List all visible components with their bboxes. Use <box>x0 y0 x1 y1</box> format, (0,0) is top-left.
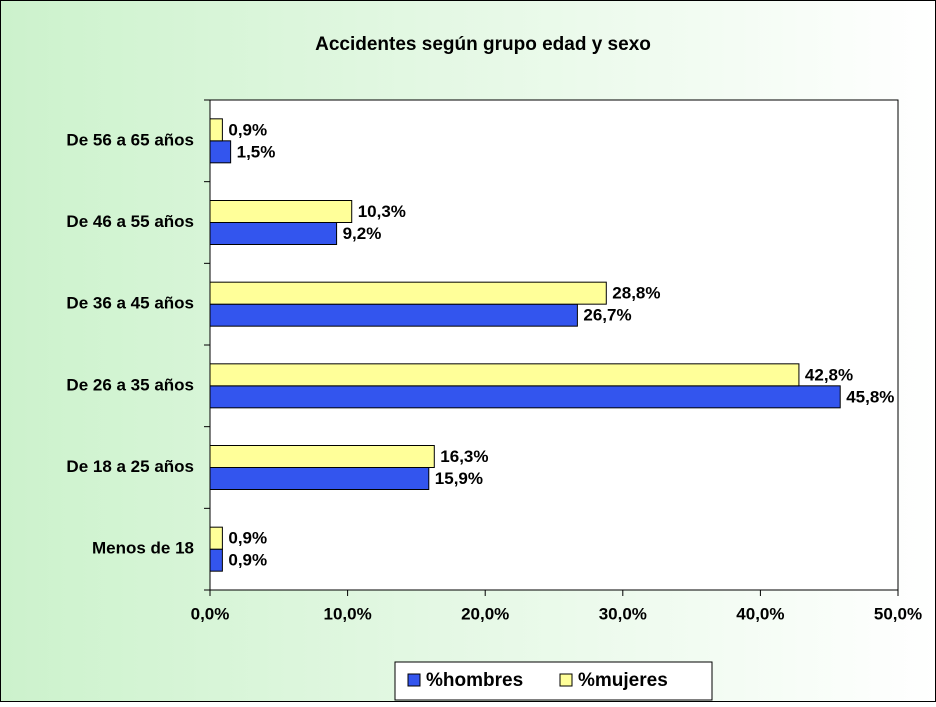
x-tick-label: 0,0% <box>191 604 230 623</box>
bar <box>209 118 223 142</box>
bar <box>209 548 223 572</box>
legend-swatch <box>407 673 421 687</box>
data-label: 28,8% <box>612 284 660 303</box>
legend-label: %hombres <box>426 670 523 691</box>
y-tick-label: De 18 a 25 años <box>66 457 194 476</box>
x-tick-label: 10,0% <box>323 604 371 623</box>
data-label: 16,3% <box>440 447 488 466</box>
y-tick-label: De 56 a 65 años <box>66 130 194 149</box>
bar <box>209 385 841 409</box>
y-tick-label: De 46 a 55 años <box>66 212 194 231</box>
y-tick-label: Menos de 18 <box>92 539 194 558</box>
data-label: 1,5% <box>237 142 276 161</box>
x-tick-label: 50,0% <box>874 604 922 623</box>
data-label: 15,9% <box>435 469 483 488</box>
data-label: 0,9% <box>228 551 267 570</box>
legend-box <box>394 661 713 701</box>
plot-area <box>209 99 899 591</box>
bar <box>209 200 353 223</box>
data-label: 9,2% <box>343 224 382 243</box>
x-tick-label: 30,0% <box>599 604 647 623</box>
legend-label: %mujeres <box>578 670 668 691</box>
data-label: 0,9% <box>228 529 267 548</box>
bar <box>209 222 338 245</box>
chart-title: Accidentes según grupo edad y sexo <box>315 34 651 55</box>
bar <box>209 281 607 305</box>
data-label: 45,8% <box>846 387 894 406</box>
bar <box>209 303 578 327</box>
bar <box>209 467 430 490</box>
bar <box>209 140 232 164</box>
y-tick-label: De 36 a 45 años <box>66 294 194 313</box>
x-tick-label: 40,0% <box>736 604 784 623</box>
data-label: 10,3% <box>358 202 406 221</box>
data-label: 42,8% <box>805 365 853 384</box>
bar <box>209 445 435 468</box>
legend-swatch <box>559 673 573 687</box>
y-tick-label: De 26 a 35 años <box>66 375 194 394</box>
x-tick-label: 20,0% <box>461 604 509 623</box>
bar <box>209 363 800 387</box>
bar <box>209 526 223 550</box>
data-label: 0,9% <box>228 120 267 139</box>
data-label: 26,7% <box>583 306 631 325</box>
